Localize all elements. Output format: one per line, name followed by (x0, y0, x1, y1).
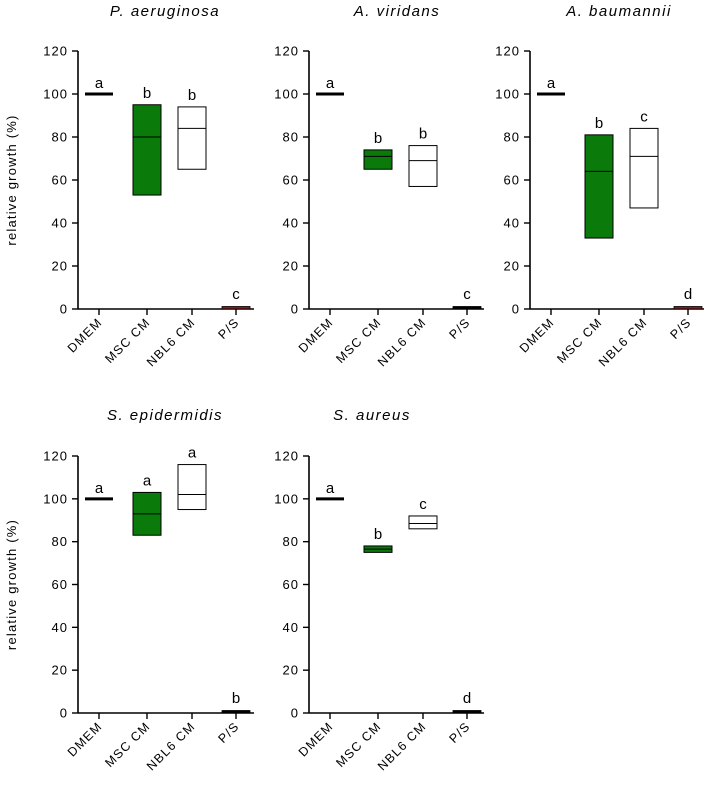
y-tick-label: 80 (283, 130, 299, 145)
significance-letter: a (143, 472, 152, 489)
panel-0: P. aeruginosa 0 20 40 60 80 100 120 relative gro… (4, 3, 254, 369)
x-tick-label: NBL6 CM (375, 719, 429, 773)
box-1 (132, 104, 162, 196)
y-tick-label: 100 (43, 491, 68, 506)
y-tick-label: 100 (274, 87, 299, 102)
significance-letter: a (188, 445, 197, 462)
x-tick-label: P/S (215, 315, 242, 342)
x-tick-label: NBL6 CM (375, 315, 429, 369)
significance-letter: d (463, 690, 471, 707)
box-3 (452, 710, 482, 714)
x-tick-label: P/S (667, 315, 694, 342)
x-tick-label: DMEM (65, 719, 105, 759)
significance-letter: b (595, 115, 603, 132)
chart-title: S. aureus (333, 407, 411, 424)
significance-letter: a (95, 480, 104, 497)
y-tick-label: 20 (283, 259, 299, 274)
y-tick-label: 40 (283, 216, 299, 231)
significance-letter: c (419, 496, 427, 513)
chart-title: P. aeruginosa (110, 3, 220, 20)
x-tick-label: NBL6 CM (144, 719, 198, 773)
y-tick-label: 0 (291, 302, 299, 317)
significance-letter: a (326, 75, 335, 92)
x-tick-label: P/S (446, 719, 473, 746)
significance-letter: b (374, 130, 382, 147)
chart-title: A. baumannii (565, 3, 672, 20)
y-tick-label: 120 (43, 44, 68, 59)
y-tick-label: 60 (52, 577, 68, 592)
y-tick-label: 20 (52, 663, 68, 678)
x-tick-label: DMEM (296, 719, 336, 759)
y-tick-label: 60 (504, 173, 520, 188)
significance-letter: a (326, 480, 335, 497)
significance-letter: d (684, 286, 692, 303)
x-tick-label: DMEM (296, 315, 336, 355)
x-tick-label: NBL6 CM (596, 315, 650, 369)
y-tick-label: 20 (504, 259, 520, 274)
y-tick-label: 40 (52, 216, 68, 231)
y-tick-label: 0 (60, 706, 68, 721)
y-tick-label: 60 (283, 577, 299, 592)
y-tick-label: 60 (283, 173, 299, 188)
box-3 (452, 306, 482, 310)
y-axis-label: relative growth (%) (4, 114, 19, 245)
significance-letter: b (374, 526, 382, 543)
x-tick-label: DMEM (517, 315, 557, 355)
significance-letter: a (95, 75, 104, 92)
y-tick-label: 100 (274, 491, 299, 506)
y-tick-label: 80 (52, 534, 68, 549)
y-axis-label: relative growth (%) (4, 519, 19, 650)
y-tick-label: 80 (52, 130, 68, 145)
y-tick-label: 120 (274, 44, 299, 59)
significance-letter: c (232, 286, 240, 303)
y-tick-label: 0 (512, 302, 520, 317)
significance-letter: c (640, 108, 648, 125)
x-tick-label: P/S (215, 719, 242, 746)
y-tick-label: 40 (504, 216, 520, 231)
y-tick-label: 60 (52, 173, 68, 188)
x-tick-label: P/S (446, 315, 473, 342)
chart-title: S. epidermidis (107, 407, 223, 424)
y-tick-label: 20 (52, 259, 68, 274)
significance-letter: b (188, 87, 196, 104)
y-tick-label: 0 (60, 302, 68, 317)
box-2 (629, 127, 659, 209)
box-1 (363, 149, 393, 170)
y-tick-label: 120 (43, 449, 68, 464)
chart-title: A. viridans (353, 3, 441, 20)
y-tick-label: 120 (495, 44, 520, 59)
box-3 (221, 710, 251, 714)
x-tick-label: DMEM (65, 315, 105, 355)
box-2 (177, 464, 207, 511)
y-tick-label: 100 (495, 87, 520, 102)
significance-letter: a (547, 75, 556, 92)
significance-letter: b (143, 85, 151, 102)
box-2 (408, 515, 438, 530)
y-tick-label: 120 (274, 449, 299, 464)
y-tick-label: 20 (283, 663, 299, 678)
panel-3: S. epidermidis 0 20 40 60 80 100 120 relative gr… (4, 407, 254, 773)
y-tick-label: 80 (504, 130, 520, 145)
box-2 (408, 145, 438, 187)
box-3 (673, 306, 703, 310)
significance-letter: b (232, 690, 240, 707)
y-tick-label: 80 (283, 534, 299, 549)
significance-letter: b (419, 126, 427, 143)
y-tick-label: 0 (291, 706, 299, 721)
box-2 (177, 106, 207, 170)
y-tick-label: 40 (283, 620, 299, 635)
y-tick-label: 100 (43, 87, 68, 102)
significance-letter: c (463, 286, 471, 303)
box-1 (584, 134, 614, 239)
x-tick-label: NBL6 CM (144, 315, 198, 369)
y-tick-label: 40 (52, 620, 68, 635)
box-3 (221, 306, 251, 310)
